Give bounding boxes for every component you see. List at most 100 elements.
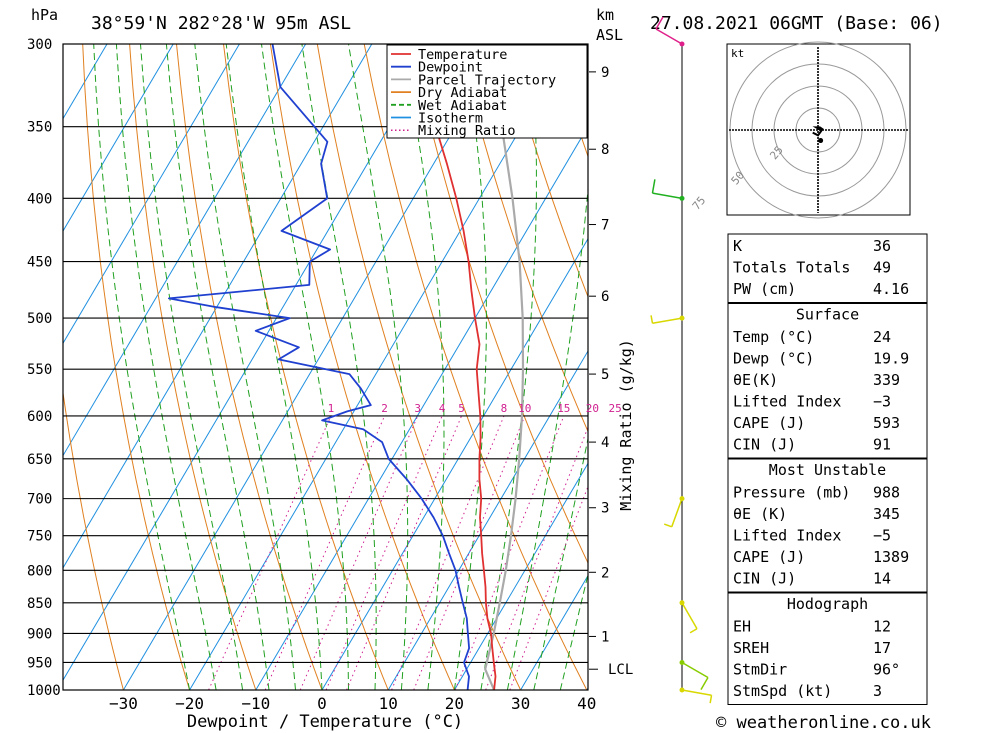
wind-barb-flag <box>689 628 698 634</box>
pressure-tick-label: 600 <box>27 409 52 425</box>
x-tick-label: 0 <box>317 694 327 713</box>
pressure-tick-label: 350 <box>27 120 52 136</box>
surface-row-label: CAPE (J) <box>733 414 805 432</box>
x-tick-label: 30 <box>511 694 530 713</box>
surface-box <box>727 303 928 459</box>
mixing-ratio-label: 1 <box>328 402 335 415</box>
wind-barb-dot <box>679 315 685 321</box>
pressure-tick-label: 300 <box>27 37 52 53</box>
hodograph-params-row-value: 12 <box>873 618 891 636</box>
surface-row-value: 24 <box>873 328 891 346</box>
mixing-ratio-label: 4 <box>439 402 446 415</box>
surface-row-value: 593 <box>873 414 900 432</box>
wind-barb <box>652 317 683 325</box>
pressure-tick-label: 800 <box>27 563 52 579</box>
km-tick-label: 3 <box>601 501 609 517</box>
mixing-ratio-line <box>454 415 565 690</box>
surface-row-label: CIN (J) <box>733 436 796 454</box>
surface-title: Surface <box>796 306 859 324</box>
x-tick-label: 40 <box>577 694 596 713</box>
wind-barb <box>655 28 683 45</box>
mixing-ratio-line <box>299 415 419 690</box>
wind-profile <box>650 16 713 704</box>
most-unstable-row-label: Lifted Index <box>733 527 841 545</box>
wind-barb-flag <box>650 315 654 324</box>
mixing-ratio-label: 5 <box>458 402 465 415</box>
mixing-ratio-label: 8 <box>501 402 508 415</box>
wind-barb <box>681 602 698 630</box>
mixing-ratio-line <box>208 415 332 690</box>
storm-motion-marker <box>818 138 824 144</box>
x-tick-label: 10 <box>379 694 398 713</box>
surface-row-label: Dewp (°C) <box>733 350 814 368</box>
wet-adiabat <box>93 44 191 690</box>
x-axis-label: Dewpoint / Temperature (°C) <box>187 712 463 732</box>
most-unstable-row-label: θE (K) <box>733 505 787 523</box>
surface-row-value: 91 <box>873 436 891 454</box>
hodograph-ring-label: 75 <box>690 194 708 213</box>
mixing-ratio-line <box>485 425 588 690</box>
dry-adiabat <box>363 44 588 690</box>
hodograph-params-row-label: StmDir <box>733 661 787 679</box>
most-unstable-row-label: CIN (J) <box>733 570 796 588</box>
mixing-ratio-label: 2 <box>381 402 388 415</box>
most-unstable-box <box>727 458 928 593</box>
pressure-tick-label: 1000 <box>27 683 61 699</box>
dry-adiabat <box>269 44 455 690</box>
wet-adiabat <box>348 44 409 690</box>
mixing-ratio-label: 3 <box>414 402 421 415</box>
wet-adiabat <box>559 572 588 690</box>
km-tick-label: 1 <box>601 629 609 645</box>
background-lines <box>63 44 588 690</box>
isotherm <box>387 350 588 690</box>
km-tick-label: 4 <box>601 435 609 451</box>
surface-row-value: 339 <box>873 371 900 389</box>
isotherm <box>255 125 588 690</box>
isotherm <box>63 44 108 120</box>
pressure-tick-label: 500 <box>27 311 52 327</box>
mixing-ratio-line <box>391 415 505 690</box>
x-tick-label: −10 <box>241 694 270 713</box>
most-unstable-row-value: 1389 <box>873 548 909 566</box>
location-title: 38°59'N 282°28'W 95m ASL <box>91 13 351 34</box>
wet-adiabat <box>402 44 445 690</box>
mixing-ratio-line <box>325 415 443 690</box>
mixing-ratio-label: 15 <box>557 402 570 415</box>
plot-frame <box>62 43 589 691</box>
hodograph-unit: kt <box>731 47 744 60</box>
temperature-line <box>417 44 497 690</box>
isotherm <box>63 44 439 682</box>
wind-barb-dot <box>679 659 685 665</box>
surface-row-label: Temp (°C) <box>733 328 814 346</box>
sounding-profiles <box>167 44 525 690</box>
wind-barb-flag <box>651 179 656 194</box>
dewpoint-line <box>167 44 471 690</box>
wet-adiabat <box>453 44 487 690</box>
general-row-label: K <box>733 237 742 255</box>
asl-unit: ASL <box>596 26 623 44</box>
wind-barb-dot <box>679 496 685 502</box>
wind-barb <box>681 689 712 696</box>
legend-label: Dry Adiabat <box>418 85 507 101</box>
wind-barb <box>671 498 683 528</box>
credit: © weatheronline.co.uk <box>716 713 931 733</box>
dry-adiabat <box>504 44 588 299</box>
km-tick-label: 9 <box>601 65 609 81</box>
wind-barb-dot <box>679 600 685 606</box>
wet-adiabat <box>533 436 588 690</box>
pressure-tick-label: 900 <box>27 626 52 642</box>
pressure-tick-label: 550 <box>27 362 52 378</box>
legend-label: Mixing Ratio <box>418 123 516 139</box>
axes: 1 2 3 4 5 8 10 15 20 2530035040045050055060065070… <box>27 37 633 713</box>
hodograph-params-row-value: 17 <box>873 639 891 657</box>
surface-row-value: −3 <box>873 393 891 411</box>
hodograph-params-box <box>727 592 928 705</box>
pressure-tick-label: 750 <box>27 529 52 545</box>
pressure-tick-label: 700 <box>27 492 52 508</box>
hodograph-params-row-label: StmSpd (kt) <box>733 682 832 700</box>
lcl-label: LCL <box>608 662 633 678</box>
hodograph-params-row-label: EH <box>733 618 751 636</box>
datetime: 27.08.2021 06GMT (Base: 06) <box>650 13 943 34</box>
